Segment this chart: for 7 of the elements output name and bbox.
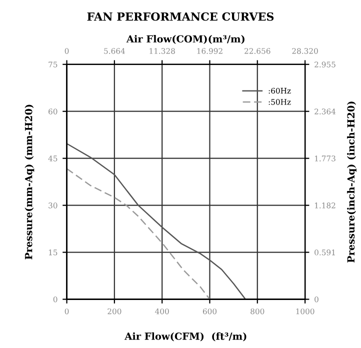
chart-title: FAN PERFORMANCE CURVES <box>87 12 274 21</box>
y-axis-title: Pressure(mm-Aq) (mm-H20) <box>24 104 34 260</box>
line-series <box>66 142 246 300</box>
line-series <box>66 168 210 300</box>
x-axis-title: Air Flow(CFM) (ft³/m) <box>124 332 246 342</box>
y2-axis-title: Pressure(inch-Aq) (inch-H20) <box>347 102 356 263</box>
x2-axis-title: Air Flow(COM)(m³/m) <box>126 35 244 44</box>
